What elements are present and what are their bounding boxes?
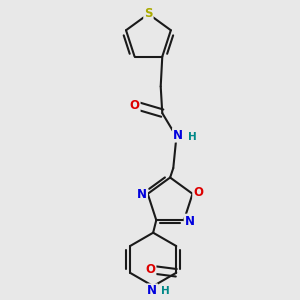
Text: O: O <box>146 263 155 276</box>
Text: H: H <box>161 286 170 296</box>
Text: N: N <box>184 214 195 228</box>
Text: H: H <box>188 132 197 142</box>
Text: S: S <box>144 7 153 20</box>
Text: N: N <box>147 284 157 297</box>
Text: N: N <box>173 129 183 142</box>
Text: O: O <box>193 186 203 200</box>
Text: N: N <box>137 188 147 201</box>
Text: O: O <box>130 99 140 112</box>
